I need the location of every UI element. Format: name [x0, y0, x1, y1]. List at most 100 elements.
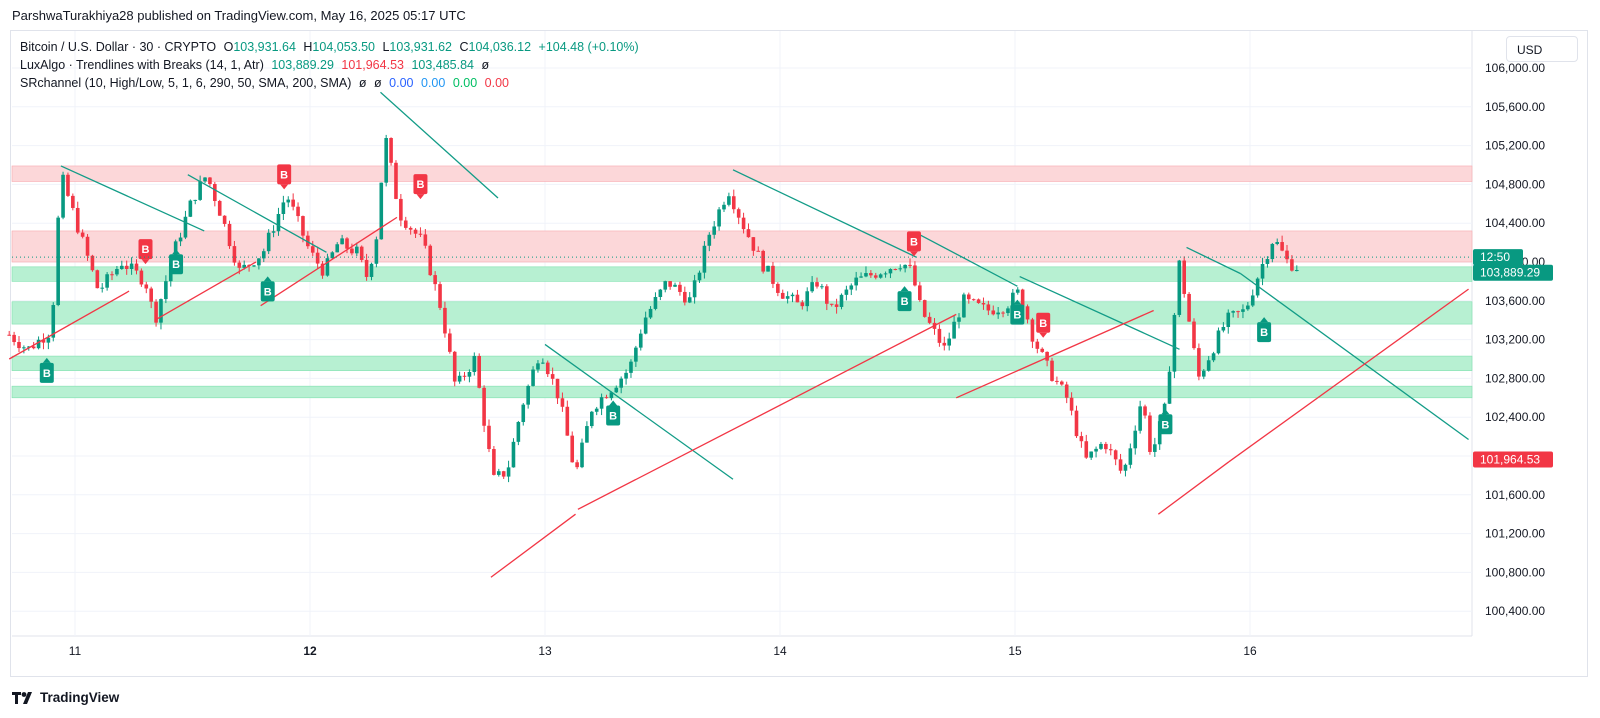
candle-body [115, 268, 119, 275]
candle-body [413, 229, 418, 234]
price-axis-label-bg [1473, 264, 1553, 281]
candle-body [971, 299, 976, 301]
candle-body [1192, 321, 1196, 349]
x-tick-label: 14 [773, 644, 787, 658]
support-zone [11, 301, 1473, 325]
resistance-trendline [544, 343, 734, 480]
candle-body [687, 297, 692, 303]
candle-body [139, 270, 144, 285]
candle-body [526, 385, 530, 405]
candle-body [849, 285, 854, 290]
candle-body [1094, 448, 1098, 452]
x-tick-label: 13 [538, 644, 552, 658]
candle-body [741, 217, 746, 230]
support-trendline [1157, 461, 1230, 515]
candle-body [839, 294, 844, 307]
y-tick-label: 101,200.00 [1485, 527, 1545, 541]
candle-body [1167, 371, 1172, 404]
tradingview-footer[interactable]: TradingView [12, 690, 119, 705]
candle-body [962, 294, 966, 318]
currency-button[interactable]: USD [1506, 36, 1578, 62]
candle-body [56, 217, 60, 306]
symbol-legend[interactable]: Bitcoin / U.S. Dollar · 30 · CRYPTO O103… [20, 40, 643, 54]
candle-body [550, 374, 555, 379]
break-signal-badge [606, 405, 621, 426]
candle-body [790, 294, 795, 297]
candle-body [731, 196, 736, 210]
candle-body [1187, 293, 1191, 322]
break-signal-label: B [280, 169, 288, 181]
support-trendline [260, 216, 398, 307]
symbol-title[interactable]: Bitcoin / U.S. Dollar · 30 · CRYPTO [20, 40, 217, 54]
candle-body [893, 269, 898, 271]
candle-body [438, 284, 442, 308]
break-signal-badge [169, 254, 184, 275]
break-signal-label: B [1039, 318, 1047, 330]
close-value: 104,036.12 [468, 40, 532, 54]
candle-body [1123, 464, 1128, 471]
candle-body [1236, 311, 1240, 313]
candle-body [227, 223, 232, 247]
srchannel-symbol-1: ø [358, 76, 367, 90]
candle-body [614, 387, 619, 393]
candle-body [1153, 444, 1157, 452]
break-signal-label: B [1161, 419, 1169, 431]
candle-body [100, 287, 105, 289]
candle-body [599, 397, 604, 409]
candle-body [736, 209, 741, 218]
y-tick-label: 105,200.00 [1485, 139, 1545, 153]
candle-body [957, 317, 961, 322]
high-value: 104,053.50 [312, 40, 375, 54]
luxalgo-value-4: ø [481, 58, 490, 72]
luxalgo-name[interactable]: LuxAlgo · Trendlines with Breaks (14, 1,… [20, 58, 264, 72]
candle-body [873, 275, 878, 278]
candle-body [751, 237, 756, 251]
candle-body [717, 209, 721, 227]
candle-body [496, 471, 501, 475]
srchannel-legend[interactable]: SRchannel (10, High/Low, 5, 1, 6, 290, 5… [20, 76, 513, 90]
price-axis-label: 101,964.53 [1480, 452, 1540, 466]
candle-body [908, 264, 912, 266]
break-signal-label: B [142, 244, 150, 256]
candle-body [922, 300, 927, 317]
candle-body [423, 234, 428, 246]
luxalgo-value-1: 103,889.29 [271, 58, 334, 72]
candle-body [1069, 397, 1074, 411]
price-axis-label-bg [1473, 249, 1523, 266]
y-tick-label: 104,400.00 [1485, 216, 1545, 230]
candle-body [883, 273, 888, 275]
break-signal-pointer [1260, 317, 1269, 323]
candle-body [981, 303, 986, 305]
candle-body [1285, 250, 1289, 260]
candle-body [545, 362, 550, 375]
candle-body [918, 285, 922, 301]
candle-body [663, 281, 668, 290]
candle-body [1172, 314, 1177, 372]
candle-body [1221, 326, 1226, 331]
candle-body [178, 237, 183, 242]
candle-body [1089, 451, 1093, 458]
candle-body [379, 182, 384, 240]
srchannel-name[interactable]: SRchannel (10, High/Low, 5, 1, 6, 290, 5… [20, 76, 352, 90]
candle-body [795, 294, 800, 303]
candle-body [1197, 348, 1201, 377]
luxalgo-legend[interactable]: LuxAlgo · Trendlines with Breaks (14, 1,… [20, 58, 493, 72]
candle-body [1055, 380, 1059, 382]
candle-body [472, 356, 477, 372]
candle-body [878, 274, 883, 278]
chart-frame[interactable] [10, 30, 1588, 677]
break-signal-badge [277, 164, 292, 185]
candle-body [325, 258, 330, 276]
open-value: 103,931.64 [233, 40, 296, 54]
candle-body [844, 289, 849, 295]
high-label: H [303, 40, 313, 54]
candle-body [888, 269, 893, 274]
candle-body [384, 138, 388, 183]
candle-body [580, 442, 584, 468]
candle-body [590, 411, 594, 427]
y-tick-label: 103,200.00 [1485, 333, 1545, 347]
break-signal-badge [1158, 414, 1173, 435]
resistance-trendline [1186, 246, 1241, 275]
break-signal-pointer [42, 357, 51, 363]
